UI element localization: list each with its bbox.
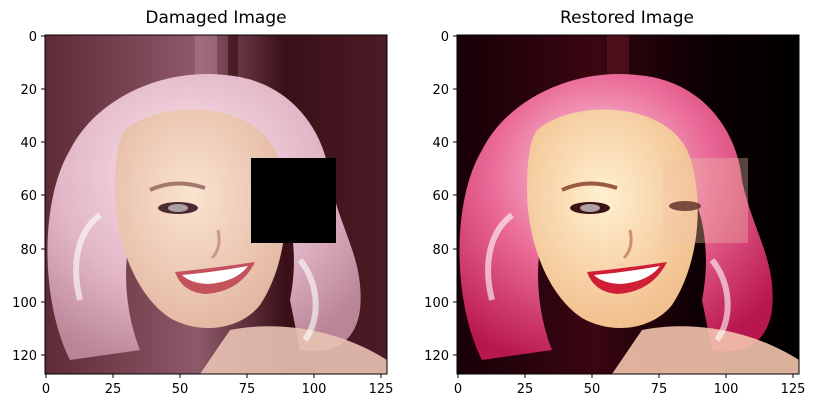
x-tick-label: 75 [651,382,668,397]
restored-y-axis: 0 20 40 60 80 100 120 [424,30,457,364]
damaged-title: Damaged Image [145,8,286,28]
restored-image [457,35,799,374]
restored-title: Restored Image [560,8,694,28]
y-tick-label: 20 [432,83,449,98]
y-tick-label: 0 [29,30,37,45]
damaged-x-axis: 0 25 50 75 100 125 [42,374,394,397]
x-tick-label: 50 [584,382,601,397]
damaged-panel: Damaged Image [12,8,393,397]
y-tick-label: 20 [20,83,37,98]
y-tick-label: 80 [20,243,37,258]
x-tick-label: 100 [302,382,327,397]
x-tick-label: 0 [42,382,50,397]
y-tick-label: 60 [20,189,37,204]
x-tick-label: 0 [454,382,462,397]
restored-x-axis: 0 25 50 75 100 125 [454,374,806,397]
y-tick-label: 80 [432,243,449,258]
y-tick-label: 120 [12,349,37,364]
x-tick-label: 100 [714,382,739,397]
x-tick-label: 25 [105,382,122,397]
x-tick-label: 125 [781,382,806,397]
y-tick-label: 100 [424,296,449,311]
y-tick-label: 60 [432,189,449,204]
damaged-image [45,35,387,374]
y-tick-label: 0 [441,30,449,45]
x-tick-label: 25 [517,382,534,397]
x-tick-label: 75 [239,382,256,397]
damaged-frame [44,34,388,375]
y-tick-label: 40 [20,136,37,151]
occlusion-mask [251,158,336,243]
damaged-y-axis: 0 20 40 60 80 100 120 [12,30,45,364]
x-tick-label: 125 [369,382,394,397]
y-tick-label: 40 [432,136,449,151]
y-tick-label: 100 [12,296,37,311]
y-tick-label: 120 [424,349,449,364]
restored-frame [456,34,800,375]
x-tick-label: 50 [172,382,189,397]
restored-panel: Restored Image [424,8,805,397]
